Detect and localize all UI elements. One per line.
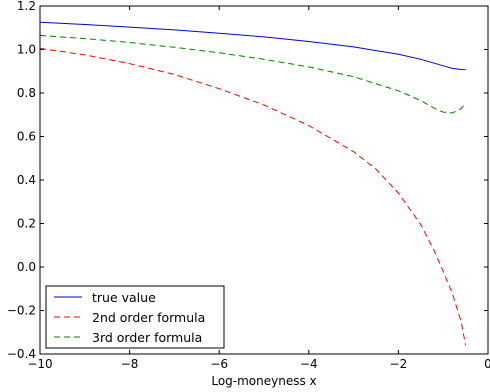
y-tick-label: 0.6 — [17, 130, 36, 144]
y-tick-label: 0.4 — [17, 173, 36, 187]
legend: true value 2nd order formula 3rd order for… — [45, 285, 225, 349]
y-tick-label: 0.8 — [17, 86, 36, 100]
x-axis-label: Log-moneyness x — [211, 374, 316, 388]
x-tick-label: 0 — [484, 357, 490, 371]
legend-label-2: 2nd order formula — [92, 310, 205, 325]
series-layer — [39, 21, 467, 346]
y-tick-label: 0.2 — [17, 217, 36, 231]
x-tick-label: −2 — [390, 357, 408, 371]
x-tick-label: −10 — [27, 357, 52, 371]
y-tick-label: 0.0 — [17, 260, 36, 274]
series-line-1 — [39, 21, 466, 71]
x-tick-label: −4 — [300, 357, 318, 371]
legend-label-3: 3rd order formula — [92, 330, 202, 345]
ticks-layer: −10 −8 −6 −4 −2 0 −0.4 −0.2 0.0 0.2 0.4 0.6 0.8 1.0 1.… — [7, 0, 490, 371]
x-tick-label: −6 — [210, 357, 228, 371]
x-tick-label: −8 — [121, 357, 139, 371]
y-tick-label: 1.0 — [17, 43, 36, 57]
series-line-3 — [39, 34, 466, 114]
series-line-2 — [39, 47, 467, 346]
y-tick-label: −0.4 — [7, 347, 36, 361]
legend-label-1: true value — [92, 290, 156, 305]
y-tick-label: 1.2 — [17, 0, 36, 13]
y-tick-label: −0.2 — [7, 304, 36, 318]
